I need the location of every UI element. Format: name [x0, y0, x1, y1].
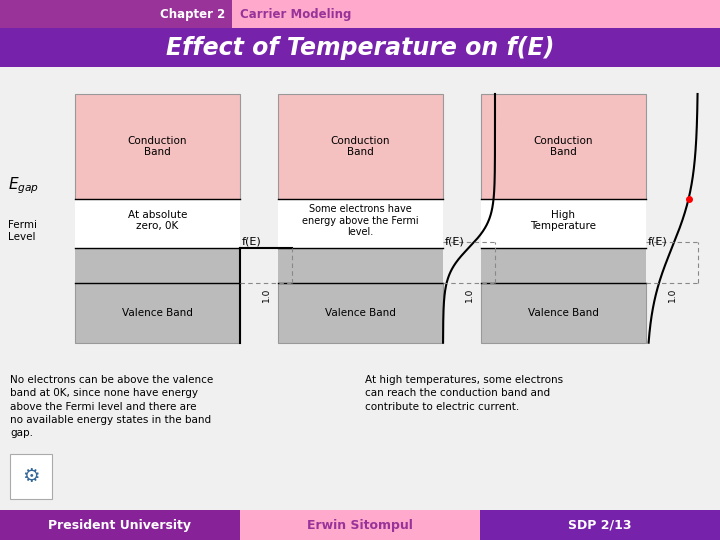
Bar [75, 247, 240, 283]
Text: 1.0: 1.0 [464, 287, 474, 302]
Text: f(E): f(E) [445, 236, 464, 246]
Text: SDP 2/13: SDP 2/13 [568, 518, 631, 532]
Bar [75, 283, 240, 343]
Bar [278, 247, 443, 283]
Bar [232, 0, 720, 28]
Text: Fermi
Level: Fermi Level [8, 220, 37, 242]
Bar [481, 199, 646, 283]
Text: 1.0: 1.0 [261, 287, 271, 302]
Text: $E_{gap}$: $E_{gap}$ [8, 175, 39, 195]
Bar [75, 199, 240, 283]
Text: At absolute
zero, 0K: At absolute zero, 0K [128, 210, 187, 231]
Text: President University: President University [48, 518, 192, 532]
Text: No electrons can be above the valence
band at 0K, since none have energy
above t: No electrons can be above the valence ba… [10, 375, 213, 438]
Text: Valence Band: Valence Band [325, 308, 396, 318]
Text: Valence Band: Valence Band [122, 308, 193, 318]
Text: At high temperatures, some electrons
can reach the conduction band and
contribut: At high temperatures, some electrons can… [365, 375, 563, 411]
Bar [0, 0, 232, 28]
Text: Conduction
Band: Conduction Band [127, 136, 187, 157]
Text: f(E): f(E) [242, 236, 262, 246]
Text: High
Temperature: High Temperature [531, 210, 596, 231]
Text: ⚙: ⚙ [22, 467, 40, 487]
Bar [10, 454, 52, 500]
Bar [481, 247, 646, 283]
Text: Effect of Temperature on f(E): Effect of Temperature on f(E) [166, 36, 554, 59]
Text: Conduction
Band: Conduction Band [330, 136, 390, 157]
Text: Some electrons have
energy above the Fermi
level.: Some electrons have energy above the Fer… [302, 204, 419, 238]
Text: Chapter 2: Chapter 2 [160, 8, 225, 21]
Text: Valence Band: Valence Band [528, 308, 599, 318]
Bar [240, 510, 480, 540]
Bar [278, 199, 443, 283]
Text: 1.0: 1.0 [667, 287, 677, 302]
Text: Erwin Sitompul: Erwin Sitompul [307, 518, 413, 532]
Bar [278, 94, 443, 199]
Bar [75, 94, 240, 199]
Bar [0, 510, 240, 540]
Text: Carrier Modeling: Carrier Modeling [240, 8, 351, 21]
Text: Conduction
Band: Conduction Band [534, 136, 593, 157]
Bar [481, 94, 646, 199]
Bar [480, 510, 720, 540]
Bar [278, 283, 443, 343]
Text: f(E): f(E) [648, 236, 667, 246]
Bar [481, 283, 646, 343]
